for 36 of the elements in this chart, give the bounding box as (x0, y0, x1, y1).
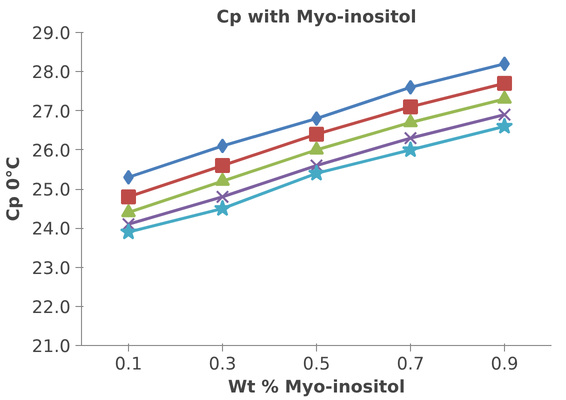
y-tick-label: 23.0 (32, 258, 71, 279)
y-tick-label: 24.0 (32, 220, 71, 240)
point (214, 200, 232, 216)
point (215, 158, 230, 174)
point (217, 138, 228, 154)
point (216, 190, 230, 204)
x-tick-label: 0.5 (302, 354, 330, 374)
point (308, 164, 326, 181)
point (499, 56, 510, 72)
point (403, 99, 418, 114)
x-tick-label: 0.3 (208, 354, 236, 374)
x-axis-title: Wt % Myo-inositol (228, 378, 406, 398)
point (405, 80, 416, 95)
y-axis-title: Cp 0°C (4, 156, 24, 222)
x-tick-label: 0.1 (114, 354, 142, 374)
point (120, 223, 138, 240)
y-tick-label: 27.0 (32, 102, 71, 122)
point (122, 218, 136, 231)
x-tick-label: 0.7 (396, 354, 424, 374)
y-tick-label: 25.0 (32, 180, 71, 200)
point (498, 108, 512, 122)
point (497, 76, 512, 91)
point (496, 117, 514, 134)
point (311, 111, 322, 126)
y-tick-label: 29.0 (32, 24, 71, 44)
point (309, 126, 324, 142)
y-tick-label: 26.0 (32, 141, 71, 162)
point (123, 170, 134, 185)
point (402, 140, 420, 158)
y-tick-label: 22.0 (32, 298, 71, 318)
point (404, 131, 418, 145)
point (121, 189, 136, 204)
y-tick-label: 21.0 (32, 337, 71, 357)
y-tick-label: 28.0 (32, 63, 71, 84)
x-tick-label: 0.9 (490, 354, 518, 374)
chart-title: Cp with Myo-inositol (216, 8, 416, 28)
